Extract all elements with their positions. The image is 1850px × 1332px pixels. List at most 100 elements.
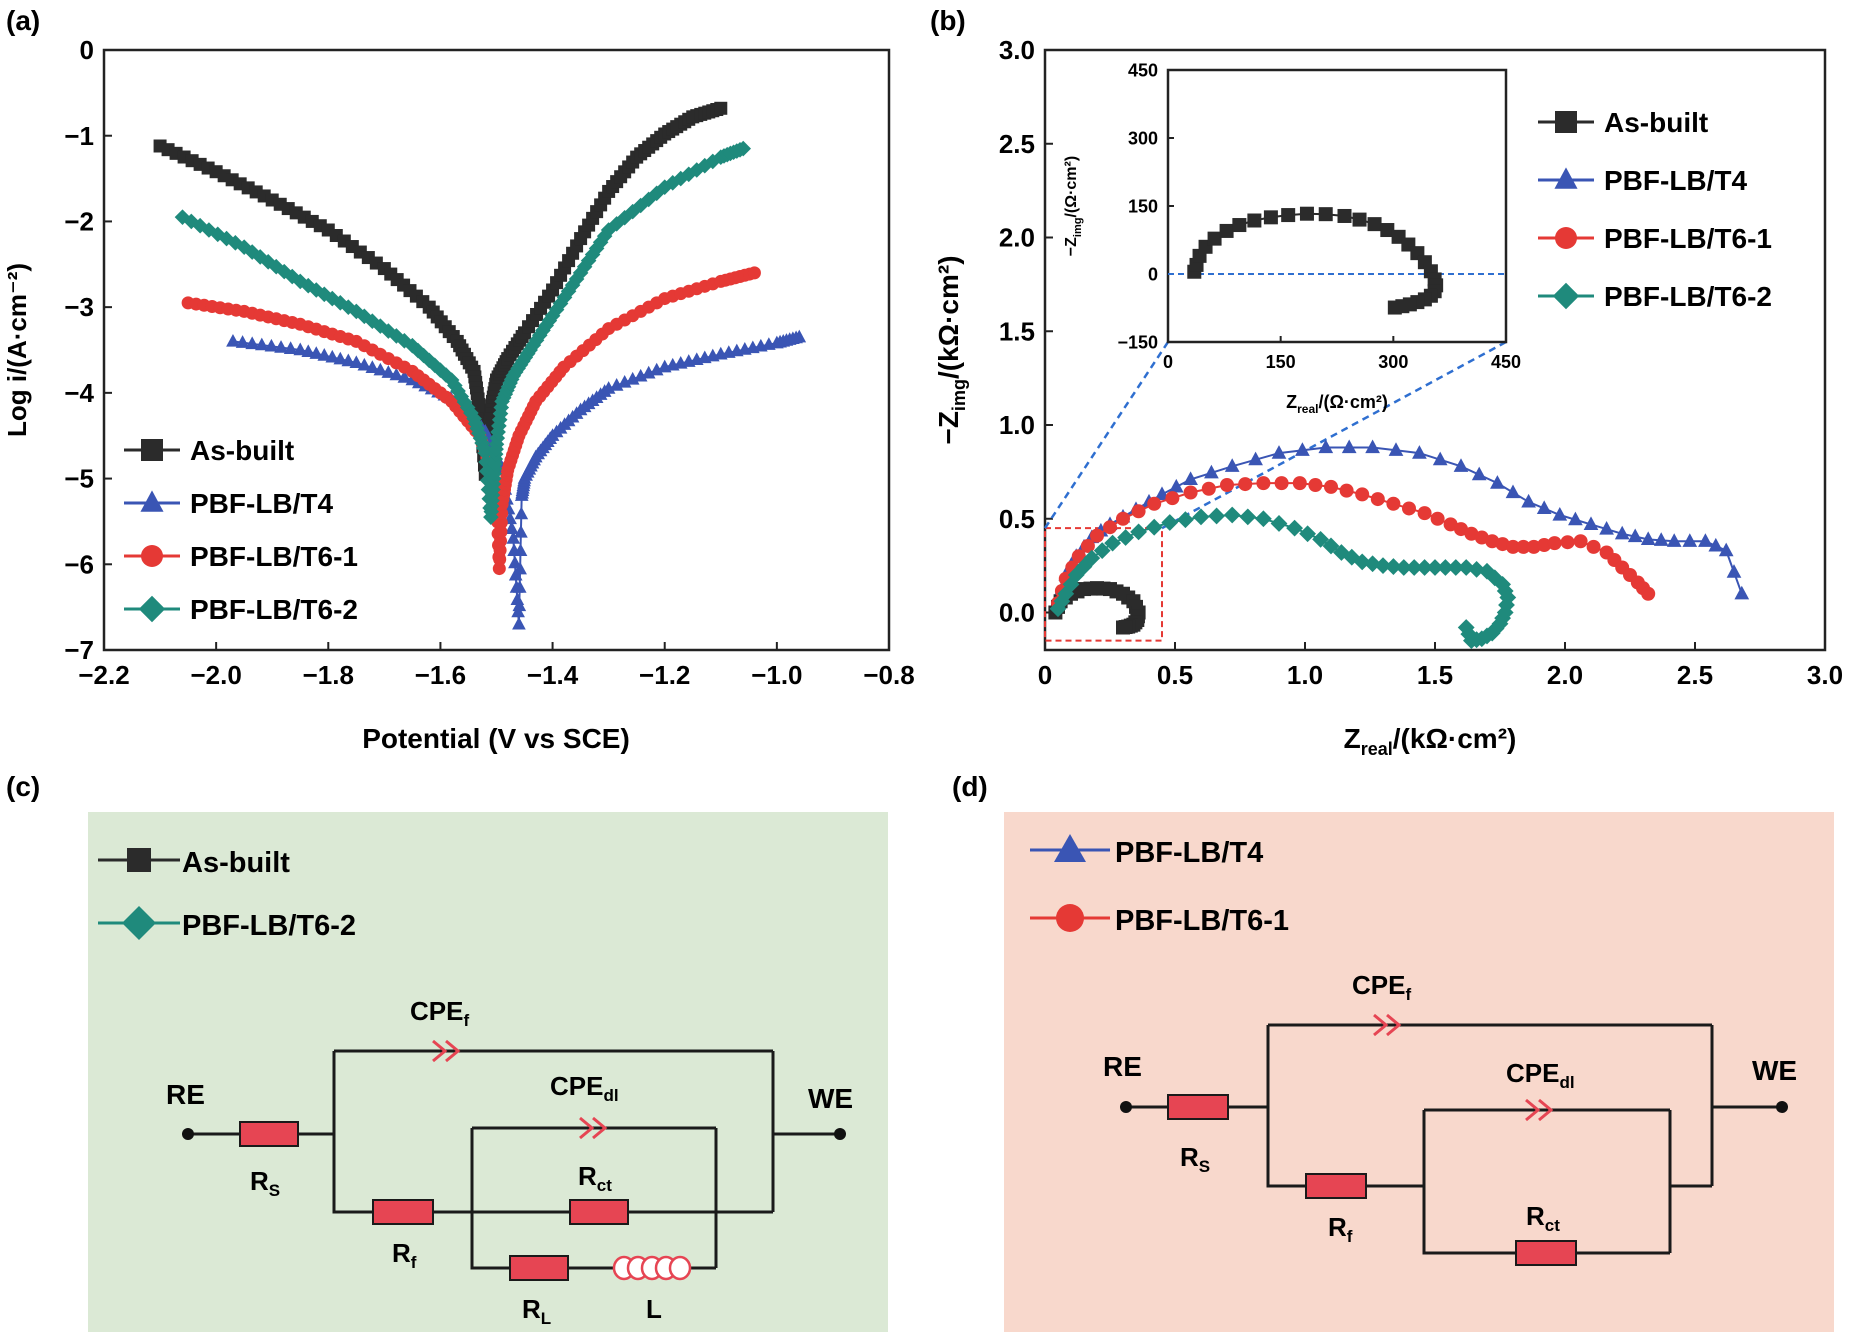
chart-b-point-t4 bbox=[1734, 585, 1750, 600]
inset-ytick-label: 300 bbox=[1128, 128, 1158, 148]
inset-xtick-label: 450 bbox=[1491, 352, 1521, 372]
chart-b-point-t61 bbox=[1454, 522, 1468, 537]
chart-b-legend-label: PBF-LB/T4 bbox=[1604, 165, 1748, 196]
chart-b-point-t62 bbox=[1416, 559, 1433, 576]
chart-b-point-t62 bbox=[1496, 582, 1514, 600]
chart-b-nyquist: 0 0.5 1.0 1.5 2.0 2.5 3.0 0.0 0.5 1.0 1.5 2.0 2.5 3.0… bbox=[933, 35, 1843, 759]
chart-a-point-t62 bbox=[735, 140, 752, 157]
inset-ytick-label: 0 bbox=[1148, 264, 1158, 284]
chart-b-xlabel-tail: /(kΩ·cm²) bbox=[1393, 723, 1517, 754]
chart-b-point-t62 bbox=[1161, 514, 1179, 531]
chart-a-point-t4 bbox=[513, 561, 527, 575]
chart-a-legend-label: PBF-LB/T4 bbox=[190, 488, 334, 519]
chart-a-legend-marker bbox=[138, 595, 166, 623]
chart-b-point-t62 bbox=[1223, 506, 1241, 524]
chart-b-ytick-label: 0.0 bbox=[999, 598, 1035, 628]
chart-b-point-t61 bbox=[1339, 483, 1354, 498]
chart-b-legend-marker bbox=[1552, 282, 1580, 310]
chart-b-point-t4 bbox=[1536, 500, 1552, 515]
chart-b-point-t61 bbox=[1080, 538, 1095, 553]
inset-series bbox=[1168, 206, 1506, 315]
inset-point-as_built bbox=[1352, 212, 1367, 227]
panel-d-cpef-label: CPEf bbox=[1352, 970, 1411, 1004]
chart-b-point-t62 bbox=[1353, 553, 1371, 571]
panel-d-legend-triangle-marker bbox=[1054, 834, 1086, 862]
panel-d-cpedl-label: CPEdl bbox=[1506, 1058, 1575, 1092]
chart-a-point-t61 bbox=[747, 266, 761, 280]
chart-a-legend-marker bbox=[140, 490, 164, 512]
chart-b-zoom-guides bbox=[1043, 340, 1507, 642]
chart-a-point-t62 bbox=[192, 217, 208, 234]
chart-b-point-t61 bbox=[1147, 496, 1162, 511]
panel-c-re-label: RE bbox=[166, 1079, 205, 1110]
chart-a-point-t4 bbox=[301, 344, 316, 358]
chart-a-point-t4 bbox=[325, 349, 340, 363]
chart-a-point-t62 bbox=[396, 333, 413, 349]
panel-c-legend-diamond-marker bbox=[122, 906, 156, 940]
inset-point-as_built bbox=[1299, 206, 1314, 221]
chart-b-point-t62 bbox=[1286, 519, 1303, 537]
chart-a-ytick-label: −6 bbox=[64, 549, 94, 579]
inset-xtick-label: 0 bbox=[1163, 352, 1173, 372]
chart-a-axes: −2.2 −2.0 −1.8 −1.6 −1.4 −1.2 −1.0 −0.8 0 −1 −2 −3 −… bbox=[64, 35, 914, 690]
chart-b-point-t62 bbox=[1333, 544, 1350, 561]
chart-a-point-t4 bbox=[254, 337, 269, 351]
inset-xtick-label: 150 bbox=[1266, 352, 1296, 372]
chart-a-point-t62 bbox=[528, 332, 545, 349]
chart-b-point-t4 bbox=[1453, 458, 1469, 472]
chart-a-point-t62 bbox=[404, 337, 421, 354]
panel-d-legend-label-2: PBF-LB/T6-1 bbox=[1115, 905, 1289, 937]
chart-a-point-t62 bbox=[284, 268, 301, 285]
chart-b-point-t4 bbox=[1568, 511, 1583, 526]
chart-a-point-t4 bbox=[512, 616, 526, 630]
chart-b-xtick-label: 2.0 bbox=[1547, 660, 1583, 690]
chart-b-point-t61 bbox=[1402, 501, 1416, 516]
inset-point-as_built bbox=[1318, 207, 1333, 222]
chart-b-point-t62 bbox=[1494, 575, 1511, 593]
chart-a-point-t61 bbox=[493, 552, 507, 566]
chart-a-point-t61 bbox=[494, 534, 508, 548]
chart-a-legend-label: PBF-LB/T6-1 bbox=[190, 541, 358, 572]
panel-d-resistor-rct bbox=[1515, 1240, 1577, 1266]
panel-c-we-label: WE bbox=[808, 1083, 853, 1114]
chart-a-point-t62 bbox=[268, 258, 285, 275]
inset-point-as_built bbox=[1232, 218, 1247, 233]
chart-a-xtick-label: −1.4 bbox=[527, 660, 579, 690]
panel-c-circuit: As-built PBF-LB/T6-2 bbox=[88, 812, 888, 1332]
chart-a-point-t4 bbox=[274, 340, 288, 353]
inset-point-as_built bbox=[1247, 213, 1262, 228]
panel-c-rf-label: Rf bbox=[392, 1238, 417, 1272]
chart-b-point-t61 bbox=[1370, 492, 1385, 507]
chart-a-point-t62 bbox=[525, 337, 542, 353]
chart-a-point-t4 bbox=[333, 351, 348, 365]
chart-a-point-t62 bbox=[244, 244, 260, 260]
chart-b-ylabel-sub: img bbox=[949, 379, 969, 411]
chart-b-point-t62 bbox=[1083, 549, 1101, 567]
chart-a-point-t4 bbox=[341, 353, 356, 367]
chart-b-xlabel-main: Z bbox=[1344, 723, 1361, 754]
chart-b-point-t61 bbox=[1131, 504, 1146, 519]
chart-a-point-t4 bbox=[389, 367, 404, 381]
inset-point-as_built bbox=[1380, 223, 1395, 238]
chart-a-point-t62 bbox=[252, 249, 268, 265]
chart-b-point-t4 bbox=[1614, 525, 1630, 540]
chart-b-point-t61 bbox=[1292, 476, 1307, 491]
chart-b-point-t62 bbox=[1385, 558, 1402, 575]
chart-b-point-t62 bbox=[1405, 559, 1423, 576]
chart-b-point-t61 bbox=[1516, 539, 1531, 554]
chart-a-point-t4 bbox=[514, 524, 528, 538]
chart-a-point-t62 bbox=[544, 307, 561, 324]
chart-a-point-t62 bbox=[478, 454, 494, 470]
chart-a-legend: As-built PBF-LB/T4 PBF-LB/T6-1 PBF-LB/T6-2 bbox=[124, 435, 358, 625]
chart-b-point-t4 bbox=[1183, 471, 1198, 485]
chart-b-point-t61 bbox=[1116, 511, 1130, 526]
chart-a-point-t62 bbox=[300, 277, 317, 294]
chart-b-point-t62 bbox=[1255, 510, 1272, 528]
chart-a-ylabel: Log i/(A·cm⁻²) bbox=[2, 263, 32, 437]
inset-point-as_built bbox=[1387, 300, 1402, 315]
inset-point-as_built bbox=[1337, 208, 1352, 223]
panel-c-background bbox=[88, 812, 888, 1332]
chart-b-point-t61 bbox=[1238, 477, 1253, 492]
chart-b-point-t61 bbox=[1547, 536, 1562, 551]
panel-label-b: (b) bbox=[930, 5, 966, 36]
